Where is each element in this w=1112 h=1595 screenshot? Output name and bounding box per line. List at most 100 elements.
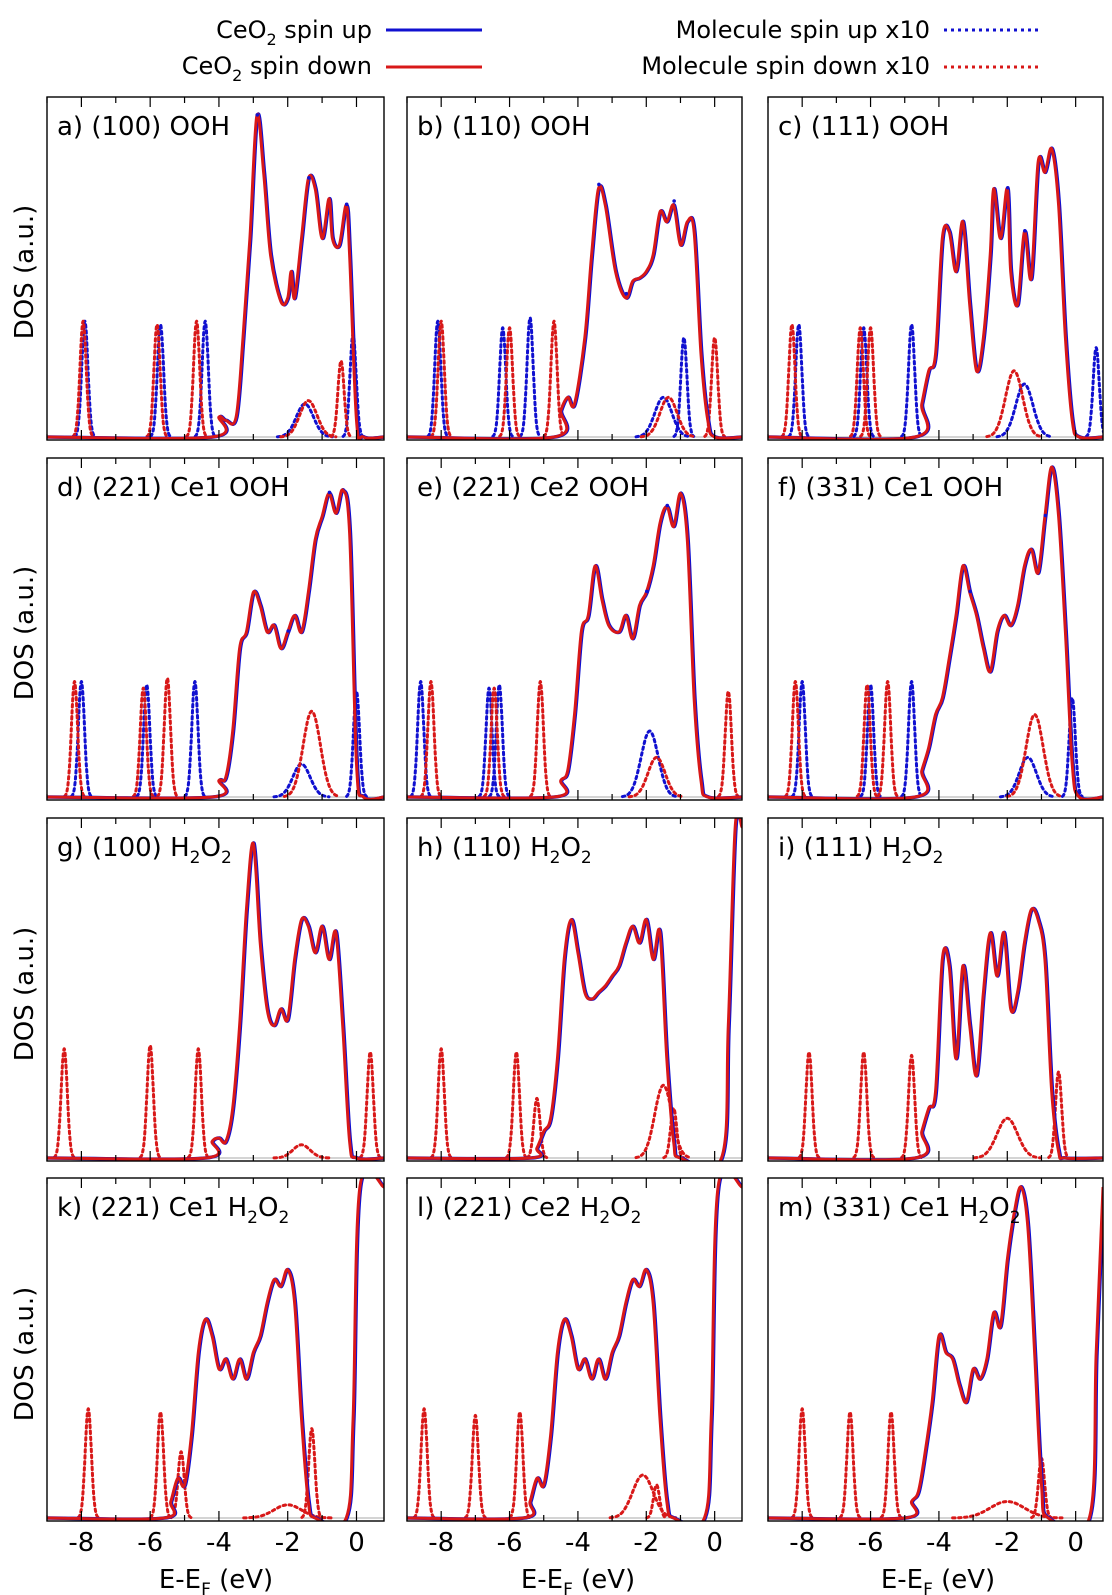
molecule-spin-up-peak: [900, 322, 923, 438]
molecule-spin-down-peak: [645, 1483, 668, 1520]
molecule-spin-up-peak: [634, 395, 693, 439]
molecule-spin-down-peak: [76, 1407, 100, 1519]
molecule-spin-up-peak: [193, 319, 217, 438]
panel-title: k) (221) Ce1 H2O2: [57, 1193, 289, 1228]
molecule-spin-down-peak: [973, 1116, 1042, 1160]
panel-frame: [46, 96, 385, 441]
ceo2-spin-down-line: [407, 184, 742, 440]
molecule-spin-down-peak: [185, 319, 208, 438]
molecule-spin-down-peak: [1005, 712, 1064, 798]
molecule-spin-up-peak: [900, 679, 923, 798]
molecule-spin-up-peak: [149, 322, 172, 438]
molecule-spin-down-peak: [662, 1106, 685, 1160]
legend-mol-down-label: Molecule spin down x10: [641, 52, 930, 80]
panel-title: b) (110) OOH: [417, 112, 591, 142]
panel-frame: [46, 1177, 385, 1522]
legend: CeO2 spin up CeO2 spin down Molecule spi…: [182, 16, 1040, 85]
ceo2-spin-down-line: [47, 841, 384, 1161]
panel-8: i) (111) H2O2: [767, 817, 1104, 1162]
x-tick-label: 0: [1067, 1528, 1084, 1558]
plot-area: [47, 1178, 384, 1521]
panel-frame: [406, 1177, 743, 1522]
molecule-spin-down-peak: [838, 1410, 862, 1519]
molecule-spin-down-peak: [508, 1410, 532, 1519]
molecule-spin-down-peak: [634, 1083, 693, 1160]
panel-frame: [767, 1177, 1104, 1522]
ceo2-spin-down-line: [407, 491, 742, 800]
molecule-spin-down-peak: [780, 322, 804, 438]
panel-1: b) (110) OOH: [406, 96, 743, 441]
molecule-spin-up-peak: [70, 679, 93, 798]
panel-title: c) (111) OOH: [778, 112, 949, 142]
x-tick-label: -2: [994, 1528, 1020, 1558]
panel-11: -8 -6 -4 -2 0 m) (331) Ce1 H2O2: [767, 1177, 1104, 1558]
molecule-spin-down-peak: [951, 1499, 1064, 1520]
panel-frame: [767, 457, 1104, 801]
molecule-spin-down-peak: [429, 319, 453, 438]
ceo2-spin-up-line: [768, 146, 1103, 440]
molecule-spin-down-peak: [412, 1407, 436, 1519]
panel-title: l) (221) Ce2 H2O2: [417, 1193, 641, 1228]
y-axis-label-row4: DOS (a.u.): [10, 1287, 40, 1421]
ceo2-spin-up-peak-tip: [644, 589, 649, 594]
molecule-spin-down-peak: [131, 686, 155, 798]
molecule-spin-down-peak: [505, 1050, 528, 1159]
ceo2-spin-up-peak-tip: [665, 503, 670, 508]
panel-title: i) (111) H2O2: [778, 833, 944, 868]
molecule-spin-down-peak: [300, 1427, 324, 1519]
ceo2-spin-up-line: [768, 465, 1103, 800]
molecule-spin-down-peak: [272, 1143, 331, 1160]
x-tick-label: -4: [926, 1528, 952, 1558]
panel-title: e) (221) Ce2 OOH: [417, 473, 649, 503]
panel-4: e) (221) Ce2 OOH: [406, 457, 743, 801]
molecule-spin-down-peak: [63, 679, 86, 798]
panel-frame: [46, 817, 385, 1162]
x-axis-label-col2: E-EF (eV): [521, 1565, 635, 1595]
panel-title: m) (331) Ce1 H2O2: [778, 1193, 1021, 1228]
molecule-spin-down-peak: [52, 1047, 76, 1159]
molecule-spin-down-peak: [279, 399, 338, 439]
molecule-spin-down-peak: [529, 679, 552, 798]
molecule-spin-down-peak: [145, 322, 169, 438]
molecule-spin-down-peak: [879, 1410, 903, 1519]
ceo2-spin-down-line: [407, 1178, 742, 1521]
molecule-spin-down-peak: [138, 1043, 162, 1159]
plot-area: [47, 488, 384, 800]
x-axis-label-col3: E-EF (eV): [881, 1565, 995, 1595]
plot-area: [47, 841, 384, 1161]
molecule-spin-up-peak: [477, 686, 501, 798]
molecule-spin-down-peak: [859, 326, 882, 438]
molecule-spin-up-peak: [790, 679, 814, 798]
panel-title: f) (331) Ce1 OOH: [778, 473, 1003, 503]
plot-area: [407, 182, 742, 440]
panel-6: g) (100) H2O2: [46, 817, 385, 1162]
ceo2-spin-down-line: [768, 465, 1103, 800]
ceo2-spin-up-peak-tip: [327, 490, 332, 495]
x-tick-label: 0: [706, 1528, 723, 1558]
molecule-spin-down-peak: [797, 1050, 821, 1159]
panel-2: c) (111) OOH: [767, 96, 1104, 441]
x-tick-label: -4: [206, 1528, 232, 1558]
molecule-spin-up-peak: [1060, 696, 1084, 798]
panels: a) (100) OOH b) (110) OOH c) (111) OOH d) (…: [46, 96, 1104, 1558]
molecule-spin-down-peak: [156, 676, 179, 798]
ceo2-spin-up-line: [407, 818, 742, 1161]
molecule-spin-up-peak: [672, 336, 696, 438]
y-axis-label-row2: DOS (a.u.): [10, 566, 40, 700]
panel-frame: [767, 817, 1104, 1162]
ceo2-spin-up-peak-tip: [344, 202, 349, 207]
molecule-spin-up-peak: [73, 319, 97, 438]
panel-frame: [767, 96, 1104, 441]
plot-area: [768, 146, 1103, 440]
molecule-spin-up-peak: [409, 679, 432, 798]
panel-frame: [406, 457, 743, 801]
x-tick-label: -2: [275, 1528, 301, 1558]
plot-area: [407, 491, 742, 800]
panel-title: a) (100) OOH: [57, 112, 230, 142]
molecule-spin-down-peak: [542, 319, 566, 438]
x-tick-label: -2: [633, 1528, 659, 1558]
molecule-spin-down-peak: [790, 1407, 814, 1519]
molecule-spin-up-peak: [491, 326, 515, 438]
molecule-spin-down-peak: [876, 679, 899, 798]
